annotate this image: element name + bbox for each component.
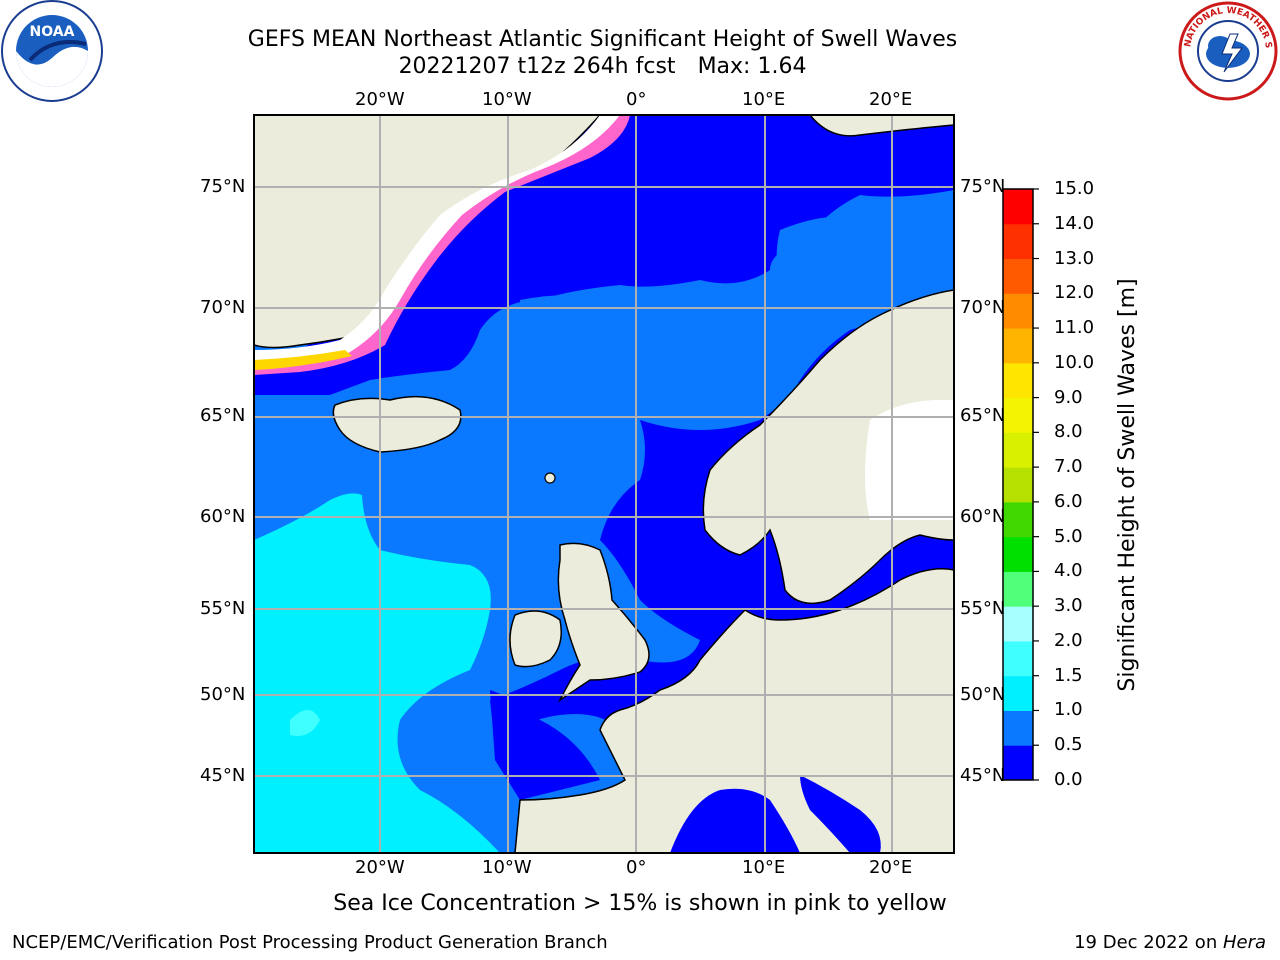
lat-label-right: 75°N	[960, 176, 1006, 197]
colorbar-tick-label: 8.0	[1054, 421, 1083, 443]
ocean-high-band	[254, 493, 500, 853]
lat-label-right: 50°N	[960, 684, 1006, 705]
lon-label-bottom: 20°E	[869, 857, 913, 878]
ireland-land	[509, 610, 562, 668]
colorbar-tick-label: 1.0	[1054, 699, 1083, 721]
great-britain-land	[557, 542, 650, 703]
colorbar-tick-label: 4.0	[1054, 560, 1083, 582]
colorbar-tick-label: 5.0	[1054, 525, 1083, 547]
lat-label-left: 60°N	[200, 506, 246, 527]
colorbar-frame	[1002, 188, 1034, 781]
colorbar-swatch	[1003, 710, 1033, 746]
sea-ice-yellow	[254, 350, 352, 370]
colorbar-tick-label: 1.5	[1054, 664, 1083, 686]
colorbar-swatch	[1003, 467, 1033, 503]
colorbar-tick-label: 10.0	[1054, 351, 1095, 373]
colorbar-tick-label: 13.0	[1054, 247, 1095, 269]
footer-machine: Hera	[1222, 932, 1266, 953]
nws-logo: NATIONAL WEATHER SERVICE	[1176, 0, 1278, 101]
lat-label-right: 60°N	[960, 506, 1006, 527]
colorbar-swatch	[1003, 397, 1033, 433]
lat-label-left: 55°N	[200, 598, 246, 619]
lat-label-right: 70°N	[960, 297, 1006, 318]
colorbar-swatch	[1003, 571, 1033, 607]
noaa-logo: NOAA	[1, 0, 103, 102]
colorbar-swatch	[1003, 189, 1033, 225]
colorbar	[1003, 188, 1039, 781]
ocean-low-band-north	[254, 115, 954, 395]
lat-label-right: 55°N	[960, 598, 1006, 619]
lat-label-left: 75°N	[200, 176, 246, 197]
lon-label-bottom: 20°W	[355, 857, 405, 878]
lon-label-top: 20°E	[869, 89, 913, 110]
lat-label-left: 50°N	[200, 684, 246, 705]
colorbar-swatch	[1003, 223, 1033, 260]
lat-label-right: 65°N	[960, 405, 1006, 426]
chart-subtitle: 20221207 t12z 264h fcst Max: 1.64	[0, 54, 1205, 80]
colorbar-swatch	[1003, 501, 1033, 538]
colorbar-swatch	[1003, 293, 1033, 329]
lon-label-top: 20°W	[355, 89, 405, 110]
colorbar-tick-label: 0.5	[1054, 734, 1083, 756]
colorbar-tick-label: 11.0	[1054, 317, 1095, 339]
colorbar-tick-label: 0.0	[1054, 769, 1083, 790]
forecast-run: 20221207 t12z 264h fcst	[398, 54, 676, 79]
colorbar-swatch	[1003, 675, 1033, 711]
colorbar-tick-label: 6.0	[1054, 490, 1083, 512]
mediterranean-west	[670, 788, 800, 853]
colorbar-tick-label: 2.0	[1054, 629, 1083, 651]
graticule	[254, 115, 954, 853]
adriatic	[800, 775, 881, 853]
colorbar-swatch	[1003, 745, 1033, 781]
svalbard-land	[809, 115, 954, 137]
chart-title: GEFS MEAN Northeast Atlantic Significant…	[247, 27, 958, 52]
lat-label-right: 45°N	[960, 765, 1006, 786]
max-value: Max: 1.64	[697, 54, 807, 79]
colorbar-tick-label: 14.0	[1054, 212, 1095, 234]
lon-label-top: 10°W	[482, 89, 532, 110]
lon-label-bottom: 0°	[626, 857, 647, 878]
faroe-land	[544, 472, 556, 484]
map-frame	[253, 114, 955, 854]
colorbar-swatch	[1003, 606, 1033, 642]
colorbar-swatch	[1003, 536, 1033, 572]
footer-date: 19 Dec 2022 on Hera	[1074, 933, 1266, 953]
ocean-patch-barents	[776, 205, 954, 310]
colorbar-tick-label: 3.0	[1054, 595, 1083, 617]
baltic-ice-white	[865, 400, 954, 520]
sea-ice-caption: Sea Ice Concentration > 15% is shown in …	[333, 891, 947, 916]
noaa-logo-text: NOAA	[30, 24, 75, 40]
lat-label-left: 65°N	[200, 405, 246, 426]
europe-land	[514, 568, 954, 853]
colorbar-swatch	[1003, 432, 1033, 468]
sea-ice-pink	[254, 115, 630, 375]
footer-credit: NCEP/EMC/Verification Post Processing Pr…	[12, 932, 608, 953]
colorbar-label: Significant Height of Swell Waves [m]	[1115, 278, 1140, 692]
colorbar-swatch	[1003, 640, 1033, 677]
iceland-land	[332, 395, 462, 453]
lon-label-bottom: 10°E	[742, 857, 786, 878]
colorbar-tick-label: 7.0	[1054, 456, 1083, 478]
footer-date-text: 19 Dec 2022 on	[1074, 932, 1223, 953]
lon-label-top: 10°E	[742, 89, 786, 110]
colorbar-swatch	[1003, 328, 1033, 364]
colorbar-tick-label: 12.0	[1054, 282, 1095, 304]
lon-label-bottom: 10°W	[482, 857, 532, 878]
ocean-patch	[290, 710, 320, 736]
colorbar-tick-label: 15.0	[1054, 178, 1095, 199]
lat-label-left: 70°N	[200, 297, 246, 318]
lat-label-left: 45°N	[200, 765, 246, 786]
ocean-low-band-biscay	[490, 690, 600, 800]
lon-label-top: 0°	[626, 89, 647, 110]
colorbar-tick-label: 9.0	[1054, 386, 1083, 408]
colorbar-swatch	[1003, 258, 1033, 294]
colorbar-swatch	[1003, 362, 1033, 399]
